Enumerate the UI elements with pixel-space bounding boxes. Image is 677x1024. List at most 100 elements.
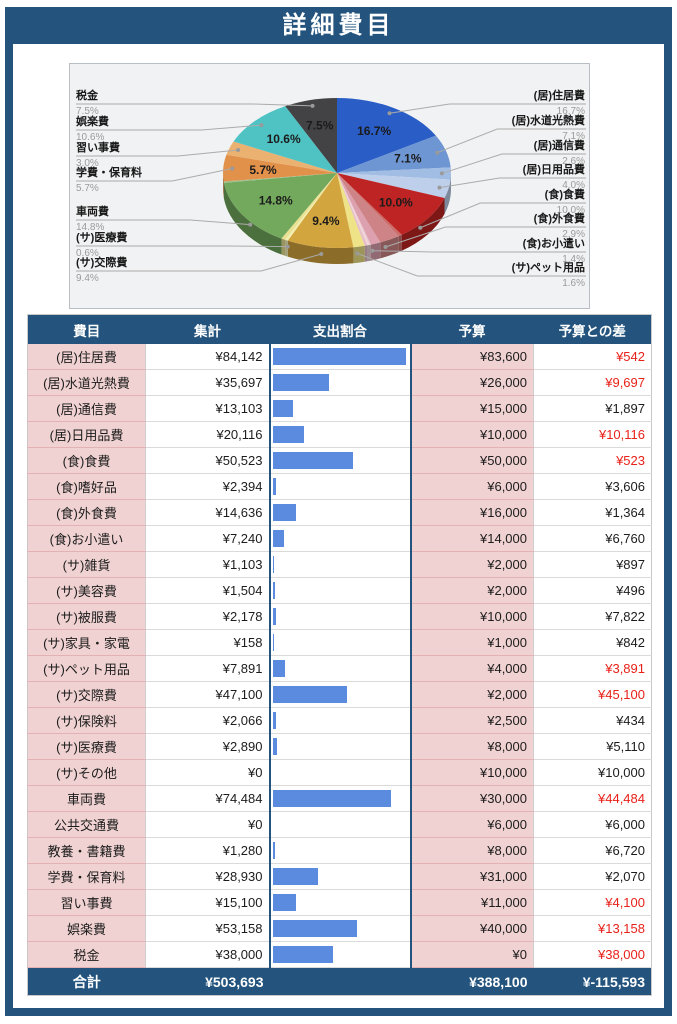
total-diff-value: ¥-115,593: [533, 967, 652, 996]
column-header-total: 集計: [145, 314, 270, 344]
budget-diff-cell: ¥897: [533, 551, 652, 578]
budget-diff-cell: ¥3,606: [533, 473, 652, 500]
total-cell: ¥84,142: [145, 344, 270, 370]
ratio-bar-cell: [268, 785, 412, 812]
item-name-cell: (食)お小遣い: [27, 525, 146, 552]
pie-slice: [337, 173, 368, 246]
pie-slice-side: [364, 245, 368, 262]
ratio-bar: [272, 712, 276, 729]
pie-slice-percent-label: 10.0%: [379, 196, 413, 210]
budget-cell: ¥11,000: [410, 889, 534, 916]
item-name-cell: (サ)その他: [27, 759, 146, 786]
table-row: (サ)その他 ¥0 ¥10,000 ¥10,000: [27, 759, 652, 786]
budget-cell: ¥6,000: [410, 473, 534, 500]
total-cell: ¥35,697: [145, 369, 270, 396]
ratio-bar: [272, 608, 276, 625]
budget-diff-cell: ¥9,697: [533, 369, 652, 396]
total-cell: ¥20,116: [145, 421, 270, 448]
pie-slice-side: [223, 182, 282, 255]
budget-diff-cell: ¥45,100: [533, 681, 652, 708]
pie-chart-panel: 16.7% 7.1% 10.0% 9.4% 14.8% 5.7% 10.6% 7.5% 税金 7…: [69, 63, 590, 309]
ratio-bar: [272, 556, 275, 573]
pie-leader-dot: [355, 251, 360, 256]
pie-slice: [337, 173, 451, 198]
pie-slice: [223, 154, 337, 182]
ratio-bar-cell: [268, 837, 412, 864]
budget-diff-cell: ¥542: [533, 344, 652, 370]
pie-leader-line: [420, 202, 586, 229]
ratio-bar: [272, 738, 278, 755]
pie-slice: [337, 173, 370, 246]
ratio-bar: [272, 504, 296, 521]
budget-cell: ¥1,000: [410, 629, 534, 656]
pie-leader-dot: [310, 103, 315, 108]
table-row: (食)嗜好品 ¥2,394 ¥6,000 ¥3,606: [27, 473, 652, 500]
table-row: (サ)雑貨 ¥1,103 ¥2,000 ¥897: [27, 551, 652, 578]
table-row: 税金 ¥38,000 ¥0 ¥38,000: [27, 941, 652, 968]
pie-slice: [337, 98, 436, 173]
item-name-cell: (食)食費: [27, 447, 146, 474]
budget-cell: ¥2,000: [410, 551, 534, 578]
total-cell: ¥7,240: [145, 525, 270, 552]
pie-slice: [287, 173, 354, 249]
pie-slice: [223, 173, 337, 183]
total-cell: ¥2,394: [145, 473, 270, 500]
item-name-cell: (サ)交際費: [27, 681, 146, 708]
pie-slice: [281, 173, 337, 240]
budget-cell: ¥15,000: [410, 395, 534, 422]
pie-slice-side: [398, 234, 402, 253]
pie-leader-dot: [319, 252, 324, 257]
budget-diff-cell: ¥3,891: [533, 655, 652, 682]
budget-diff-cell: ¥2,070: [533, 863, 652, 890]
budget-diff-cell: ¥1,364: [533, 499, 652, 526]
table-footer: 合計 ¥503,693 ¥388,100 ¥-115,593: [27, 967, 652, 996]
total-cell: ¥1,103: [145, 551, 270, 578]
item-name-cell: (居)通信費: [27, 395, 146, 422]
budget-cell: ¥6,000: [410, 811, 534, 838]
ratio-bar: [272, 530, 284, 547]
pie-slice-side: [380, 236, 399, 259]
ratio-bar: [272, 842, 275, 859]
total-cell: ¥2,066: [145, 707, 270, 734]
item-name-cell: 車両費: [27, 785, 146, 812]
ratio-bar-cell: [268, 369, 412, 396]
item-name-cell: (居)住居費: [27, 344, 146, 370]
pie-leader-line: [385, 226, 586, 248]
ratio-bar: [272, 920, 357, 937]
total-cell: ¥7,891: [145, 655, 270, 682]
item-name-cell: (サ)雑貨: [27, 551, 146, 578]
ratio-bar-cell: [268, 395, 412, 422]
pie-slice: [226, 141, 337, 173]
column-header-ratio: 支出割合: [269, 314, 411, 344]
ratio-bar: [272, 660, 285, 677]
pie-leader-line: [76, 124, 262, 131]
table-row: (サ)美容費 ¥1,504 ¥2,000 ¥496: [27, 577, 652, 604]
item-name-cell: (サ)保険料: [27, 707, 146, 734]
column-header-item: 費目: [27, 314, 146, 344]
ratio-bar-cell: [268, 577, 412, 604]
table-row: (居)水道光熱費 ¥35,697 ¥26,000 ¥9,697: [27, 369, 652, 396]
ratio-bar-cell: [268, 915, 412, 942]
table-row: (サ)被服費 ¥2,178 ¥10,000 ¥7,822: [27, 603, 652, 630]
pie-chart: 16.7%7.1% 10.0% 9.4% 14.8% 5.7% 10.6% 7.5%: [76, 98, 586, 277]
table-row: 車両費 ¥74,484 ¥30,000 ¥44,484: [27, 785, 652, 812]
budget-cell: ¥16,000: [410, 499, 534, 526]
table-header: 費目 集計 支出割合 予算 予算との差: [27, 314, 652, 344]
column-header-budget: 予算: [410, 314, 534, 344]
pie-slice-side: [444, 179, 451, 214]
item-name-cell: (食)嗜好品: [27, 473, 146, 500]
budget-cell: ¥10,000: [410, 603, 534, 630]
budget-cell: ¥26,000: [410, 369, 534, 396]
table-row: (食)外食費 ¥14,636 ¥16,000 ¥1,364: [27, 499, 652, 526]
budget-diff-cell: ¥4,100: [533, 889, 652, 916]
ratio-bar-cell: [268, 733, 412, 760]
item-name-cell: 学費・保育料: [27, 863, 146, 890]
pie-slice: [337, 173, 445, 235]
item-name-cell: (サ)医療費: [27, 733, 146, 760]
budget-cell: ¥40,000: [410, 915, 534, 942]
budget-cell: ¥14,000: [410, 525, 534, 552]
item-name-cell: (サ)美容費: [27, 577, 146, 604]
pie-leader-line: [76, 149, 239, 157]
total-cell: ¥1,280: [145, 837, 270, 864]
ratio-bar: [272, 426, 305, 443]
